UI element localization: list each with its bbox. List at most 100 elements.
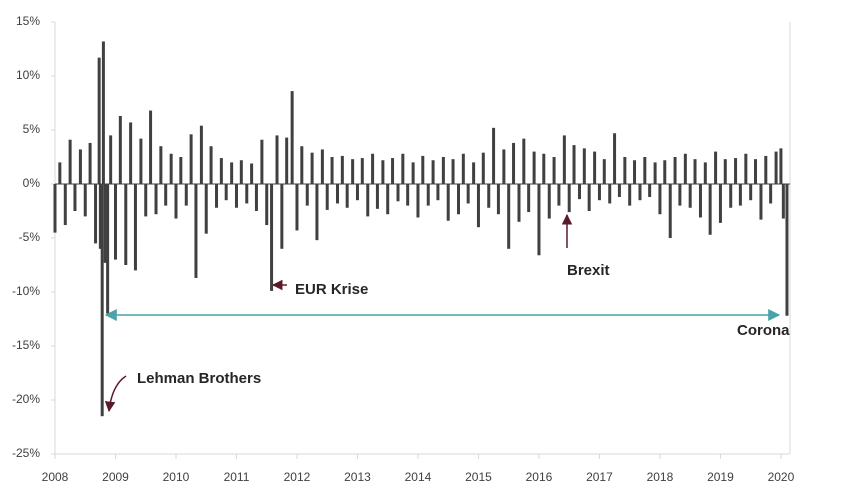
bar bbox=[638, 184, 642, 201]
bar bbox=[718, 184, 722, 223]
bar bbox=[542, 153, 546, 184]
bar bbox=[381, 160, 385, 184]
plot-area: 15% 10% 5% 0% -5% -10% -15% -20% -25%2008 2009 201… bbox=[12, 14, 795, 484]
bar bbox=[68, 139, 72, 184]
x-tick-label: 2020 bbox=[768, 470, 795, 484]
bar bbox=[593, 151, 597, 184]
bar bbox=[184, 184, 188, 206]
bar bbox=[174, 184, 178, 219]
bar bbox=[628, 184, 632, 206]
bar bbox=[295, 184, 299, 231]
bar bbox=[683, 153, 687, 184]
bar bbox=[643, 157, 647, 184]
bar bbox=[149, 110, 153, 184]
bar bbox=[254, 184, 258, 211]
bar bbox=[366, 184, 370, 217]
bar bbox=[78, 149, 82, 184]
bar bbox=[426, 184, 430, 206]
x-tick-label: 2009 bbox=[102, 470, 129, 484]
bar bbox=[290, 91, 294, 184]
bar bbox=[714, 151, 718, 184]
bar bbox=[315, 184, 319, 241]
bar bbox=[159, 146, 163, 184]
bar bbox=[744, 153, 748, 184]
bar bbox=[613, 133, 617, 184]
bar bbox=[633, 160, 637, 184]
bar bbox=[144, 184, 148, 217]
bar bbox=[98, 184, 102, 249]
bar bbox=[169, 153, 173, 184]
bar bbox=[230, 162, 234, 184]
bar bbox=[522, 138, 526, 184]
annotation: Corona bbox=[737, 322, 790, 339]
bar bbox=[653, 162, 657, 184]
bar bbox=[245, 184, 249, 204]
bar bbox=[472, 162, 476, 184]
bar bbox=[781, 184, 785, 219]
bar bbox=[164, 184, 168, 206]
bar bbox=[109, 135, 113, 184]
bar bbox=[406, 184, 410, 206]
bar bbox=[507, 184, 511, 249]
bar bbox=[769, 184, 773, 204]
bar bbox=[275, 135, 279, 184]
bar bbox=[441, 157, 445, 184]
bar bbox=[401, 153, 405, 184]
bar bbox=[103, 184, 107, 263]
bar bbox=[648, 184, 652, 197]
bar bbox=[512, 142, 516, 184]
bar bbox=[754, 159, 758, 184]
bar bbox=[764, 155, 768, 184]
bar bbox=[703, 162, 707, 184]
bar bbox=[118, 115, 122, 184]
x-tick-label: 2008 bbox=[42, 470, 69, 484]
x-tick-label: 2016 bbox=[526, 470, 553, 484]
bar bbox=[320, 149, 324, 184]
bar bbox=[97, 57, 101, 184]
bar bbox=[688, 184, 692, 208]
bar bbox=[194, 184, 198, 278]
y-tick-label: -5% bbox=[19, 230, 41, 244]
bar bbox=[83, 184, 87, 217]
bar bbox=[617, 184, 621, 197]
bar bbox=[673, 157, 677, 184]
bar bbox=[129, 122, 133, 184]
bar bbox=[723, 159, 727, 184]
bar bbox=[265, 184, 269, 226]
bar bbox=[260, 139, 264, 184]
bar bbox=[285, 137, 289, 184]
bar bbox=[708, 184, 712, 235]
bar bbox=[73, 184, 77, 211]
y-tick-label: -15% bbox=[12, 338, 40, 352]
bar bbox=[179, 157, 183, 184]
bar bbox=[738, 184, 742, 206]
bar bbox=[325, 184, 329, 210]
bar bbox=[234, 184, 238, 208]
y-tick-label: 10% bbox=[16, 68, 40, 82]
x-tick-label: 2018 bbox=[647, 470, 674, 484]
bar bbox=[663, 160, 667, 184]
x-tick-label: 2015 bbox=[465, 470, 492, 484]
bar bbox=[199, 125, 203, 184]
bar bbox=[189, 134, 193, 184]
bar bbox=[209, 146, 213, 184]
x-tick-label: 2011 bbox=[224, 470, 250, 484]
bar bbox=[224, 184, 228, 201]
bar bbox=[280, 184, 284, 249]
bar bbox=[336, 184, 340, 204]
bar bbox=[481, 152, 485, 184]
bar bbox=[219, 158, 223, 184]
bar bbox=[734, 158, 738, 184]
y-tick-label: -10% bbox=[12, 284, 40, 298]
bar bbox=[436, 184, 440, 201]
bar bbox=[572, 145, 576, 184]
bar bbox=[371, 153, 375, 184]
bar bbox=[345, 184, 349, 208]
bar bbox=[456, 184, 460, 215]
bar bbox=[58, 162, 62, 184]
bar bbox=[391, 158, 395, 184]
x-tick-label: 2012 bbox=[284, 470, 311, 484]
annotation: Lehman Brothers bbox=[137, 370, 261, 387]
bar bbox=[552, 157, 556, 184]
bar bbox=[239, 160, 243, 184]
